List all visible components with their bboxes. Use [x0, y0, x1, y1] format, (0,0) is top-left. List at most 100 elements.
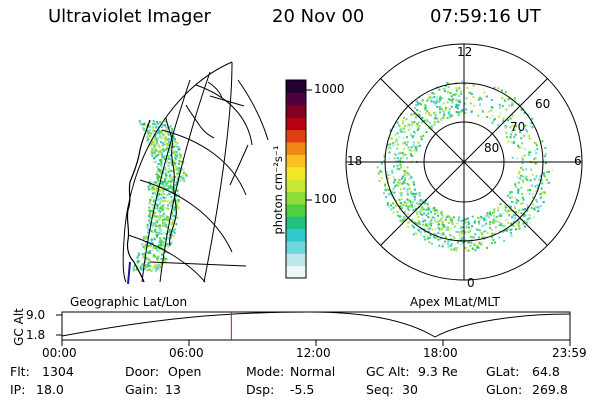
aurora-pixel [410, 154, 413, 157]
aurora-pixel [399, 205, 402, 208]
colorbar-cell [286, 92, 306, 106]
aurora-pixel [154, 230, 156, 233]
aurora-pixel [167, 155, 169, 158]
aurora-pixel [504, 200, 507, 203]
aurora-pixel [154, 219, 157, 222]
aurora-pixel [389, 129, 392, 132]
aurora-pixel [164, 222, 167, 225]
aurora-pixel [464, 230, 467, 233]
aurora-pixel [522, 222, 525, 225]
aurora-pixel [486, 214, 489, 217]
aurora-pixel [399, 129, 402, 132]
aurora-pixel [162, 219, 164, 222]
aurora-pixel [413, 183, 416, 186]
aurora-pixel [158, 203, 161, 206]
aurora-pixel [157, 226, 160, 228]
aurora-pixel [177, 199, 180, 201]
aurora-pixel [428, 236, 431, 239]
aurora-pixel [456, 241, 459, 244]
aurora-pixel [525, 203, 528, 206]
aurora-pixel [143, 255, 146, 258]
aurora-pixel [473, 104, 476, 107]
aurora-pixel [529, 179, 532, 182]
aurora-pixel [406, 201, 409, 204]
aurora-pixel [406, 190, 408, 193]
aurora-pixel [163, 179, 166, 182]
aurora-pixel [145, 235, 148, 237]
aurora-pixel [151, 141, 154, 144]
aurora-pixel [183, 179, 186, 182]
aurora-pixel [518, 219, 521, 222]
aurora-pixel [419, 193, 422, 195]
aurora-pixel [162, 208, 165, 211]
aurora-pixel [479, 96, 481, 99]
aurora-pixel [491, 114, 494, 117]
aurora-pixel [147, 262, 149, 264]
aurora-pixel [157, 184, 160, 187]
aurora-pixel [153, 181, 156, 184]
aurora-pixel [148, 129, 151, 132]
aurora-pixel [509, 209, 512, 212]
aurora-pixel [530, 121, 533, 124]
aurora-pixel [431, 228, 434, 231]
aurora-pixel [444, 226, 447, 229]
aurora-pixel [167, 133, 170, 136]
aurora-pixel [155, 173, 158, 176]
aurora-pixel [417, 113, 420, 116]
aurora-pixel [536, 148, 539, 151]
aurora-pixel [450, 105, 453, 108]
aurora-pixel [175, 165, 178, 168]
aurora-pixel [157, 264, 160, 267]
aurora-pixel [426, 203, 429, 206]
aurora-pixel [160, 137, 163, 140]
aurora-pixel [392, 206, 395, 209]
aurora-pixel [434, 104, 437, 106]
colorbar-cell [286, 203, 306, 217]
aurora-pixel [440, 217, 443, 220]
aurora-pixel [409, 123, 412, 126]
aurora-pixel [478, 241, 481, 244]
aurora-pixel [391, 144, 394, 147]
aurora-pixel [403, 130, 406, 133]
aurora-pixel [160, 232, 163, 235]
aurora-pixel [170, 196, 173, 199]
aurora-pixel [177, 172, 180, 174]
aurora-pixel [530, 168, 533, 171]
aurora-pixel [484, 214, 487, 217]
aurora-pixel [403, 217, 406, 220]
aurora-pixel [166, 205, 169, 208]
aurora-pixel [416, 213, 419, 216]
aurora-pixel [160, 126, 163, 129]
aurora-pixel [522, 181, 525, 184]
aurora-pixel [457, 95, 460, 97]
aurora-pixel [462, 226, 465, 229]
aurora-pixel [438, 228, 441, 231]
aurora-pixel [402, 142, 405, 145]
aurora-pixel [524, 124, 527, 127]
aurora-pixel [160, 257, 163, 260]
aurora-pixel [159, 229, 162, 232]
aurora-pixel [448, 221, 451, 224]
aurora-pixel [431, 92, 434, 95]
aurora-pixel [486, 212, 489, 215]
aurora-pixel [483, 91, 486, 94]
aurora-pixel [541, 179, 544, 182]
aurora-pixel [425, 224, 428, 227]
aurora-pixel [160, 169, 163, 172]
aurora-pixel [164, 131, 167, 134]
colorbar-cell [286, 216, 306, 230]
aurora-pixel [533, 178, 536, 181]
aurora-pixel [404, 177, 407, 180]
aurora-pixel [500, 222, 503, 225]
aurora-pixel [447, 245, 450, 248]
aurora-pixel [407, 208, 410, 211]
aurora-pixel [171, 240, 174, 243]
aurora-pixel [441, 245, 444, 248]
aurora-pixel [159, 131, 162, 134]
aurora-pixel [428, 112, 430, 115]
aurora-pixel [511, 114, 514, 117]
aurora-pixel [407, 146, 410, 149]
aurora-pixel [459, 227, 462, 230]
aurora-pixel [164, 175, 167, 178]
aurora-pixel [512, 225, 515, 228]
